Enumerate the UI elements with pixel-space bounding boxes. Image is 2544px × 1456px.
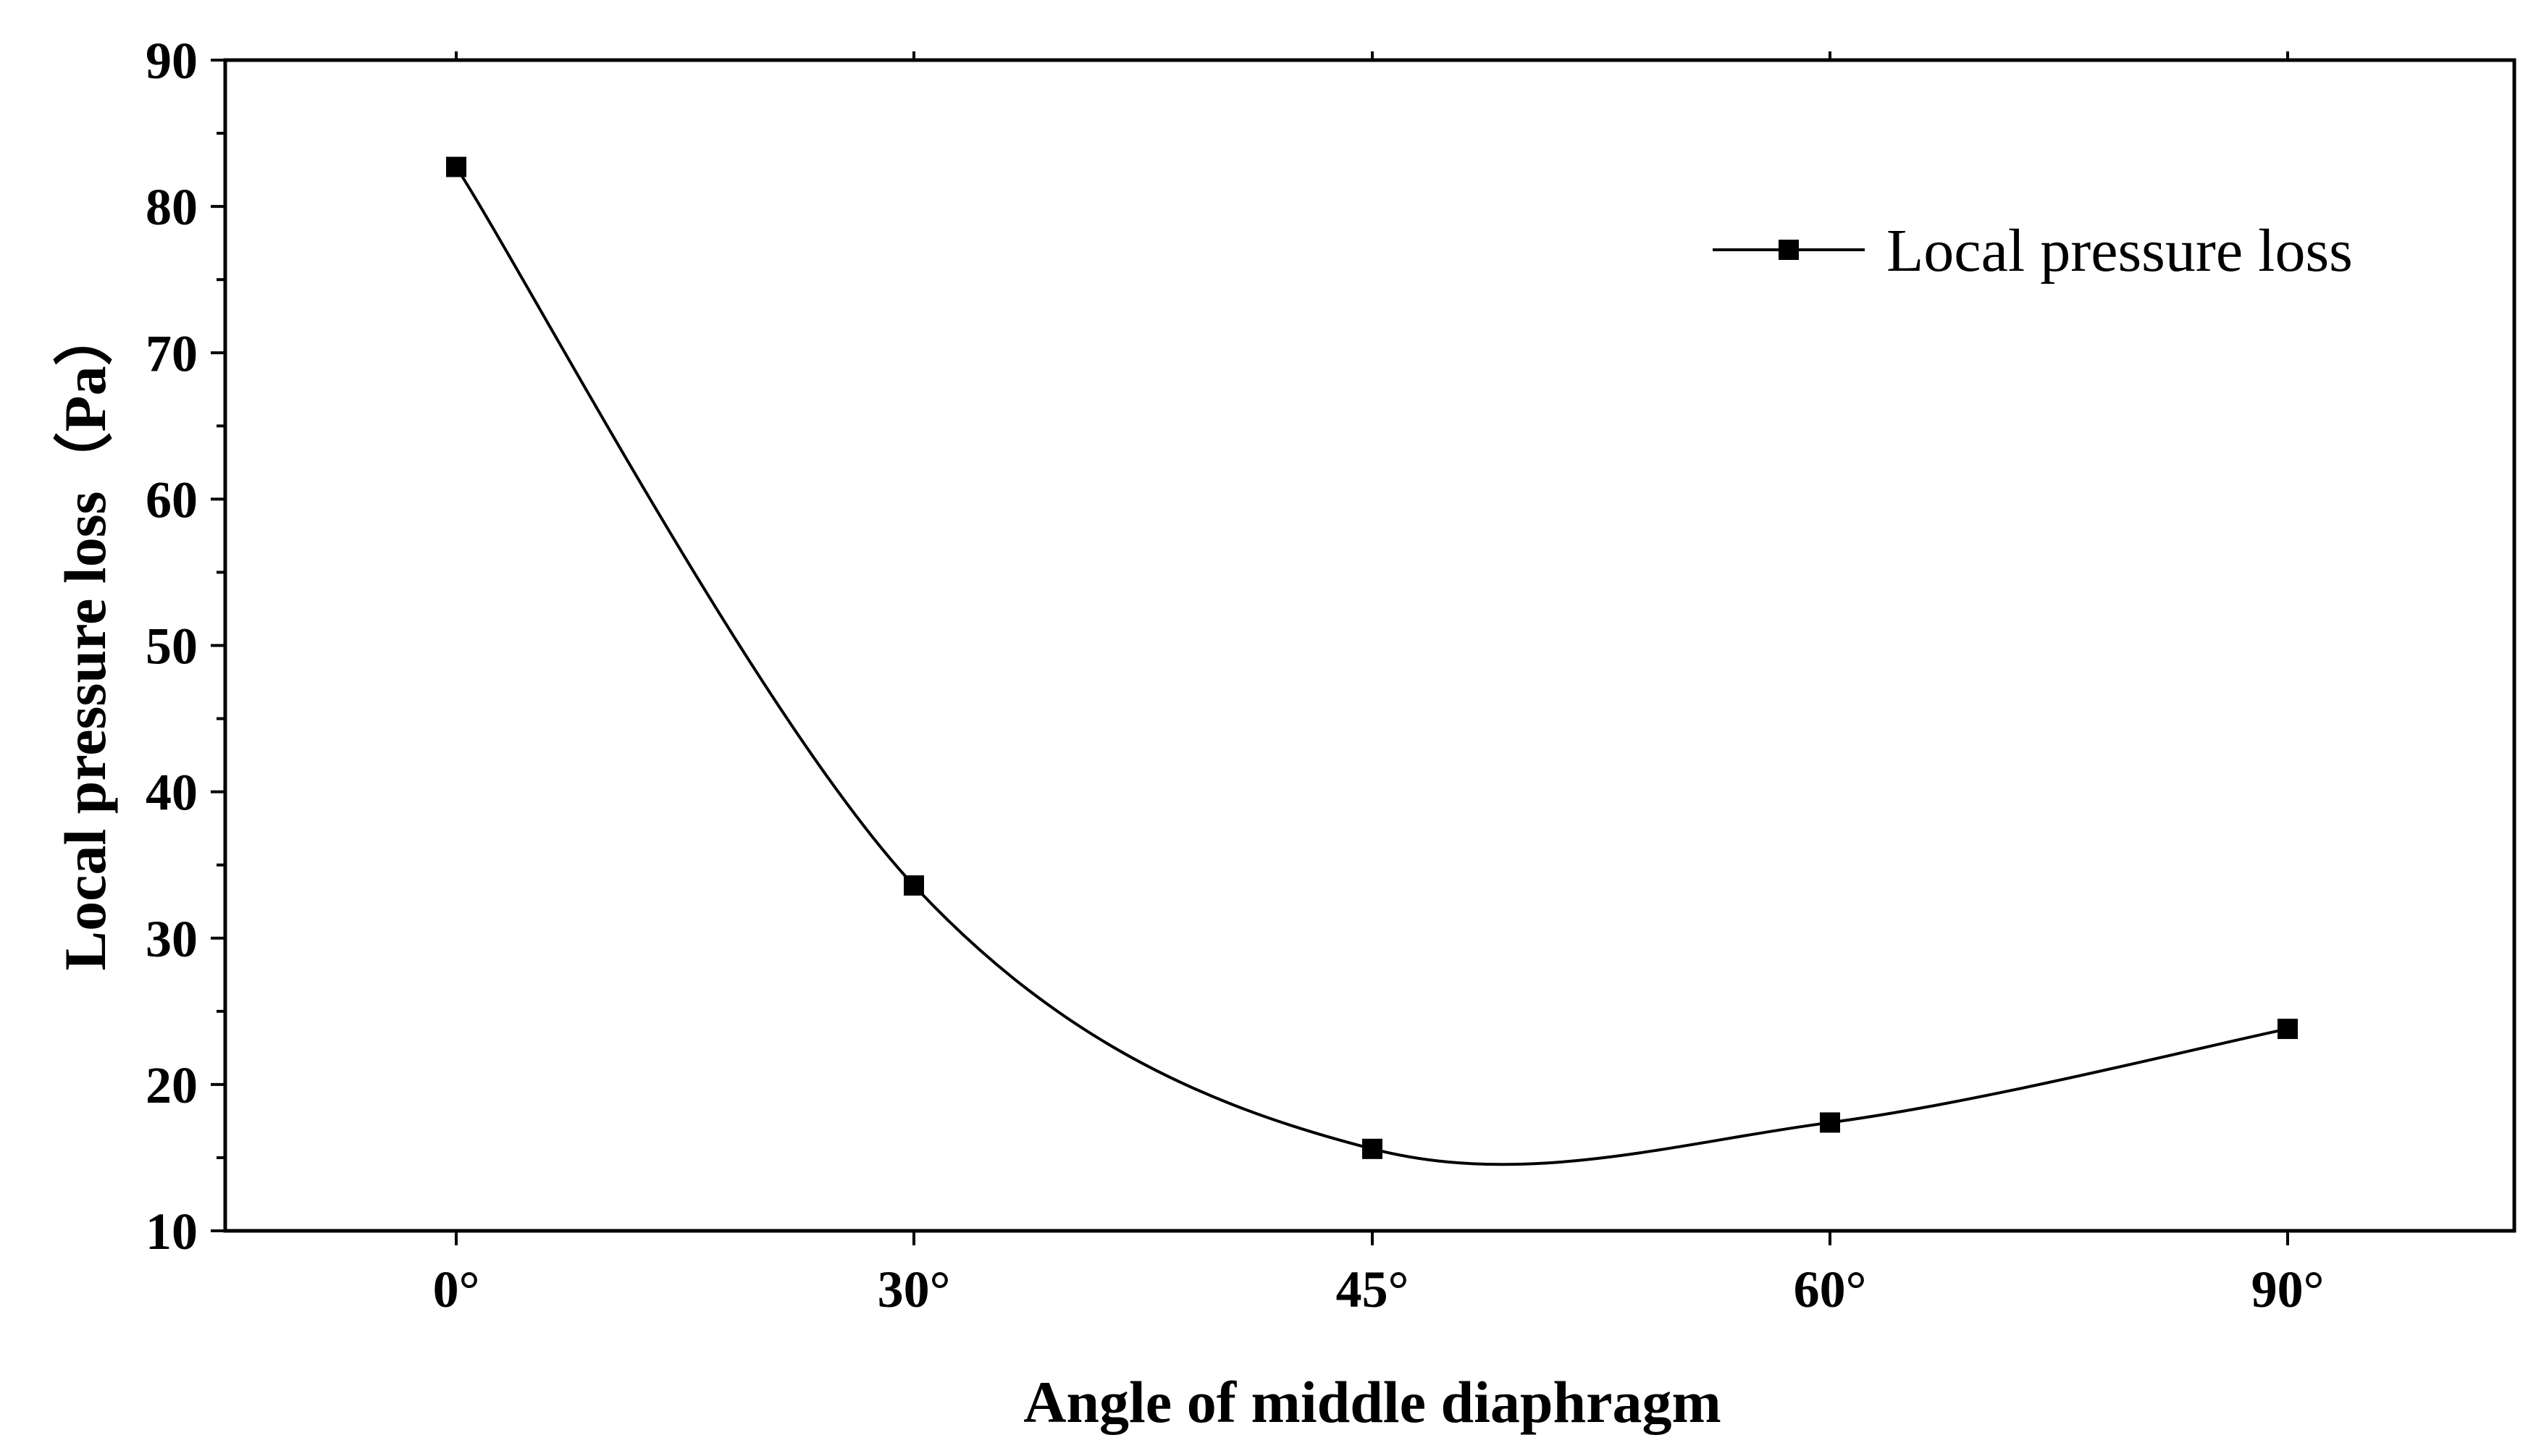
tick-labels: 10 20 30 40 50 60 70 80 90 0° 30° 45° 60° 90°: [146, 32, 2324, 1318]
y-tick-label: 90: [146, 32, 198, 90]
data-point: [2278, 1019, 2298, 1040]
y-tick-label: 10: [146, 1203, 198, 1261]
data-point: [1820, 1112, 1840, 1133]
y-tick-label: 50: [146, 618, 198, 676]
series-line: [455, 166, 2288, 1166]
x-tick-label: 0°: [433, 1261, 480, 1318]
legend: Local pressure loss: [1713, 217, 2353, 285]
y-axis-title: Local pressure loss（Pa）: [52, 306, 118, 970]
x-tick-label: 60°: [1794, 1261, 1867, 1318]
data-point: [1362, 1138, 1382, 1159]
y-tick-label: 40: [146, 764, 198, 822]
y-tick-label: 30: [146, 910, 198, 968]
y-tick-label: 80: [146, 178, 198, 236]
y-tick-label: 60: [146, 471, 198, 529]
x-axis-title: Angle of middle diaphragm: [1023, 1369, 1721, 1435]
data-point: [904, 875, 924, 896]
x-tick-label: 45°: [1336, 1261, 1409, 1318]
legend-marker: [1779, 240, 1799, 260]
data-points: [446, 156, 2298, 1159]
x-tick-label: 90°: [2251, 1261, 2325, 1318]
y-tick-label: 70: [146, 324, 198, 382]
data-point: [446, 156, 466, 177]
legend-label: Local pressure loss: [1886, 217, 2353, 285]
y-tick-label: 20: [146, 1056, 198, 1114]
ticks: [211, 51, 2289, 1245]
x-tick-label: 30°: [878, 1261, 951, 1318]
